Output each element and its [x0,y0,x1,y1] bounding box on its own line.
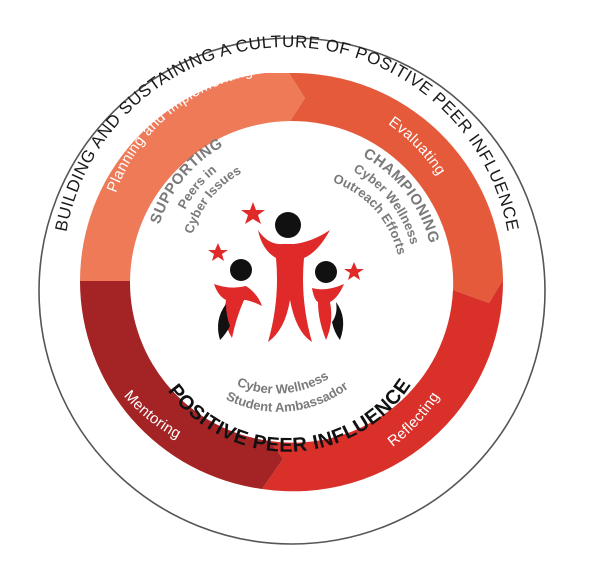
person-body-icon [218,304,230,340]
segment-planning [80,73,305,281]
person-body-icon [312,284,344,340]
person-head-icon [230,259,252,281]
person-body-icon [258,230,330,342]
person-body-icon [214,284,262,338]
segment-reflecting [262,280,504,492]
star-icon [208,243,228,261]
person-body-icon [332,302,344,340]
person-head-icon [275,212,301,238]
three-people-stars-logo [208,202,364,342]
star-icon [344,262,364,280]
star-icon [241,202,265,224]
segment-mentoring [80,281,283,489]
person-head-icon [315,261,337,283]
